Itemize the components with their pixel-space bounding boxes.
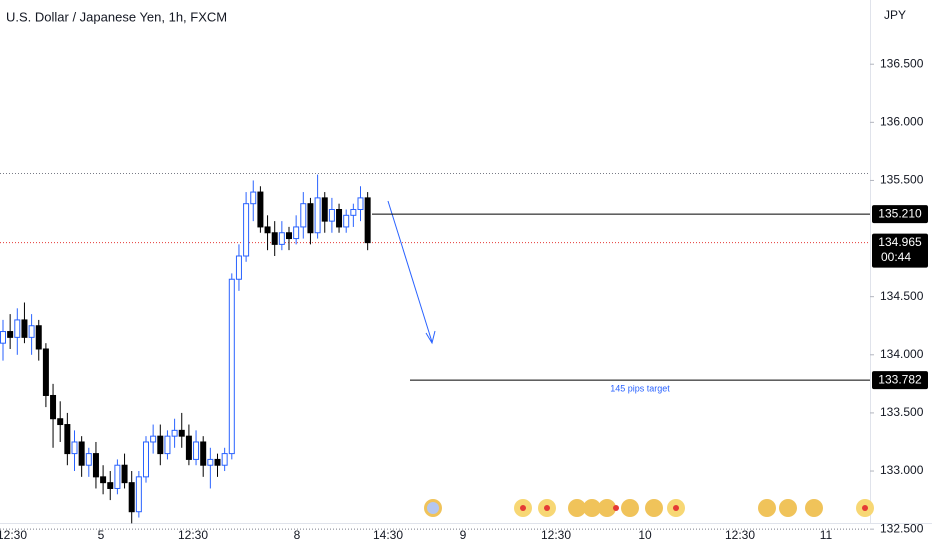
candle-body <box>278 232 285 245</box>
candle-body <box>171 429 178 437</box>
candle-body <box>264 226 271 234</box>
candle-body <box>321 197 328 222</box>
candle-body <box>307 203 314 234</box>
candle-body <box>164 435 171 455</box>
candle-body <box>14 319 21 338</box>
candle-body <box>336 209 343 228</box>
candle-body <box>221 453 228 466</box>
event-icon <box>621 499 639 517</box>
event-icon <box>568 499 586 517</box>
candle-body <box>271 232 278 245</box>
candle-body <box>286 232 292 240</box>
candle-body <box>42 348 49 396</box>
y-tick-label: 134.500 <box>880 289 924 303</box>
event-icon <box>583 499 601 517</box>
candle-body <box>64 424 71 455</box>
entry-label: 135.210 <box>878 206 922 220</box>
candle-body <box>128 482 135 513</box>
candle-body <box>243 203 250 257</box>
target-text: 145 pips target <box>610 384 670 394</box>
candle-body <box>71 441 78 455</box>
candle-body <box>0 331 6 344</box>
candle-body <box>257 191 264 228</box>
candle-body <box>114 464 121 489</box>
candle-body <box>135 476 142 513</box>
candle-body <box>235 255 242 280</box>
x-tick-label: 12:30 <box>0 528 27 542</box>
x-tick-label: 12:30 <box>178 528 208 542</box>
event-icon <box>805 499 823 517</box>
y-tick-label: 136.000 <box>880 114 924 128</box>
y-tick-label: 133.500 <box>880 405 924 419</box>
candle-body <box>100 476 107 484</box>
currency-label: JPY <box>884 8 906 22</box>
x-tick-label: 10 <box>638 528 652 542</box>
candle-body <box>57 418 64 426</box>
candle-body <box>207 458 214 466</box>
candle-body <box>28 325 35 338</box>
event-icon <box>544 505 550 511</box>
candle-body <box>214 458 221 466</box>
event-icon <box>598 499 616 517</box>
candle-body <box>314 197 321 234</box>
arrow <box>387 200 433 343</box>
candle-body <box>193 441 200 460</box>
candle-body <box>357 197 364 211</box>
y-tick-label: 135.500 <box>880 173 924 187</box>
candle-body <box>343 214 350 228</box>
candle-body <box>121 464 128 484</box>
current-price-label: 134.965 <box>878 235 922 249</box>
candle-body <box>157 435 164 455</box>
event-icon <box>758 499 776 517</box>
x-tick-label: 12:30 <box>725 528 755 542</box>
x-tick-label: 9 <box>460 528 467 542</box>
target-label: 133.782 <box>878 372 922 386</box>
candle-body <box>293 226 300 240</box>
arrow-head <box>425 330 436 345</box>
candle-body <box>7 331 14 338</box>
candle-body <box>150 435 157 443</box>
x-tick-label: 12:30 <box>541 528 571 542</box>
candle-body <box>92 453 99 478</box>
event-icon <box>645 499 663 517</box>
event-icons <box>424 499 874 517</box>
candle-body <box>228 278 235 455</box>
y-tick-label: 133.000 <box>880 463 924 477</box>
x-tick-label: 14:30 <box>373 528 403 542</box>
candle-body <box>21 319 28 338</box>
candle-body <box>328 209 335 222</box>
event-icon <box>862 505 868 511</box>
y-tick-label: 134.000 <box>880 347 924 361</box>
candle-body <box>250 191 257 205</box>
target-label-box <box>872 371 928 390</box>
event-icon <box>613 505 619 511</box>
candle-body <box>185 435 192 460</box>
candle-body <box>143 441 149 478</box>
candle-body <box>85 453 92 466</box>
countdown: 00:44 <box>881 250 911 264</box>
candle-body <box>200 441 207 466</box>
x-tick-label: 8 <box>294 528 301 542</box>
x-tick-label: 5 <box>98 528 105 542</box>
candle-body <box>50 394 57 420</box>
event-icon <box>427 502 439 514</box>
x-tick-label: 11 <box>820 528 833 542</box>
event-icon <box>779 499 797 517</box>
candle-body <box>300 203 307 228</box>
candle-body <box>107 482 114 489</box>
event-icon <box>673 505 679 511</box>
current-price-label-box <box>872 233 928 268</box>
chart-title: U.S. Dollar / Japanese Yen, 1h, FXCM <box>6 9 227 24</box>
candle-body <box>178 429 185 437</box>
candle-body <box>35 325 42 350</box>
candle-body <box>78 441 85 466</box>
event-icon <box>520 505 526 511</box>
y-tick-label: 132.500 <box>880 521 924 535</box>
entry-label-box <box>872 205 928 224</box>
candle-body <box>364 197 371 244</box>
y-tick-label: 136.500 <box>880 56 924 70</box>
candle-body <box>350 209 357 216</box>
